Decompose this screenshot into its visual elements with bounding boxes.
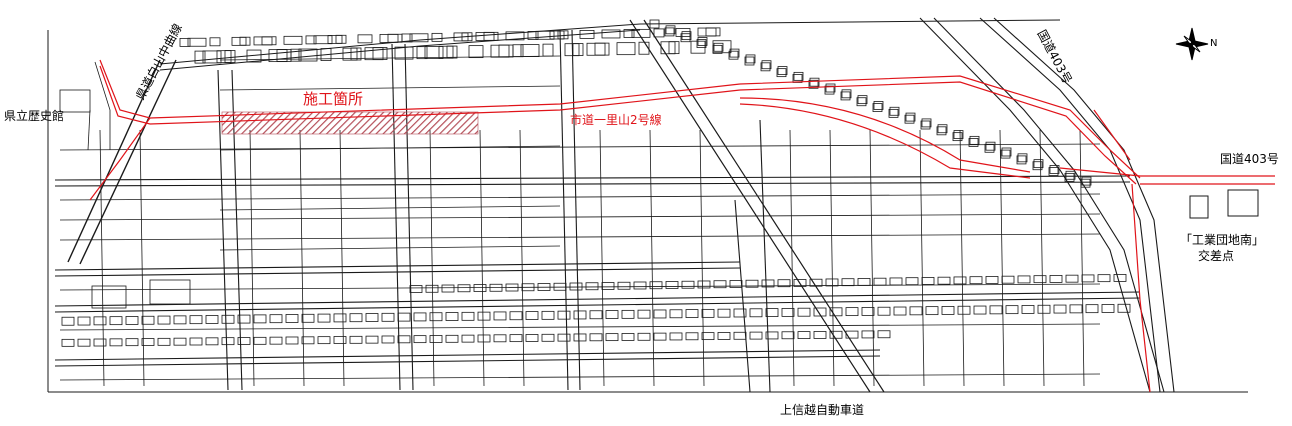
map-border [47,30,1248,393]
compass-rose [1175,27,1209,61]
diagonal-road [629,19,885,393]
national-route-corridor [919,17,1175,393]
prefectural-road-lines [67,59,177,265]
intersection-name-label: 「工業団地南」 [1180,233,1265,247]
east-road [1140,175,1275,219]
red-route-lines [89,59,1275,393]
construction-hatch [221,111,479,135]
intersection-suffix-label: 交差点 [1198,249,1235,263]
north-road [159,19,1061,71]
field-grid [59,55,1101,387]
west-blocks [59,61,191,309]
construction-site-label: 施工箇所 [303,90,364,108]
expressway-label: 上信越自動車道 [780,403,865,417]
museum-label: 県立歴史館 [4,109,65,123]
boulevard-medians [61,274,1131,347]
north-mark-label: N [1210,38,1218,49]
city-road-label: 市道一里山2号線 [570,113,662,127]
national-route-label-east: 国道403号 [1220,152,1279,166]
